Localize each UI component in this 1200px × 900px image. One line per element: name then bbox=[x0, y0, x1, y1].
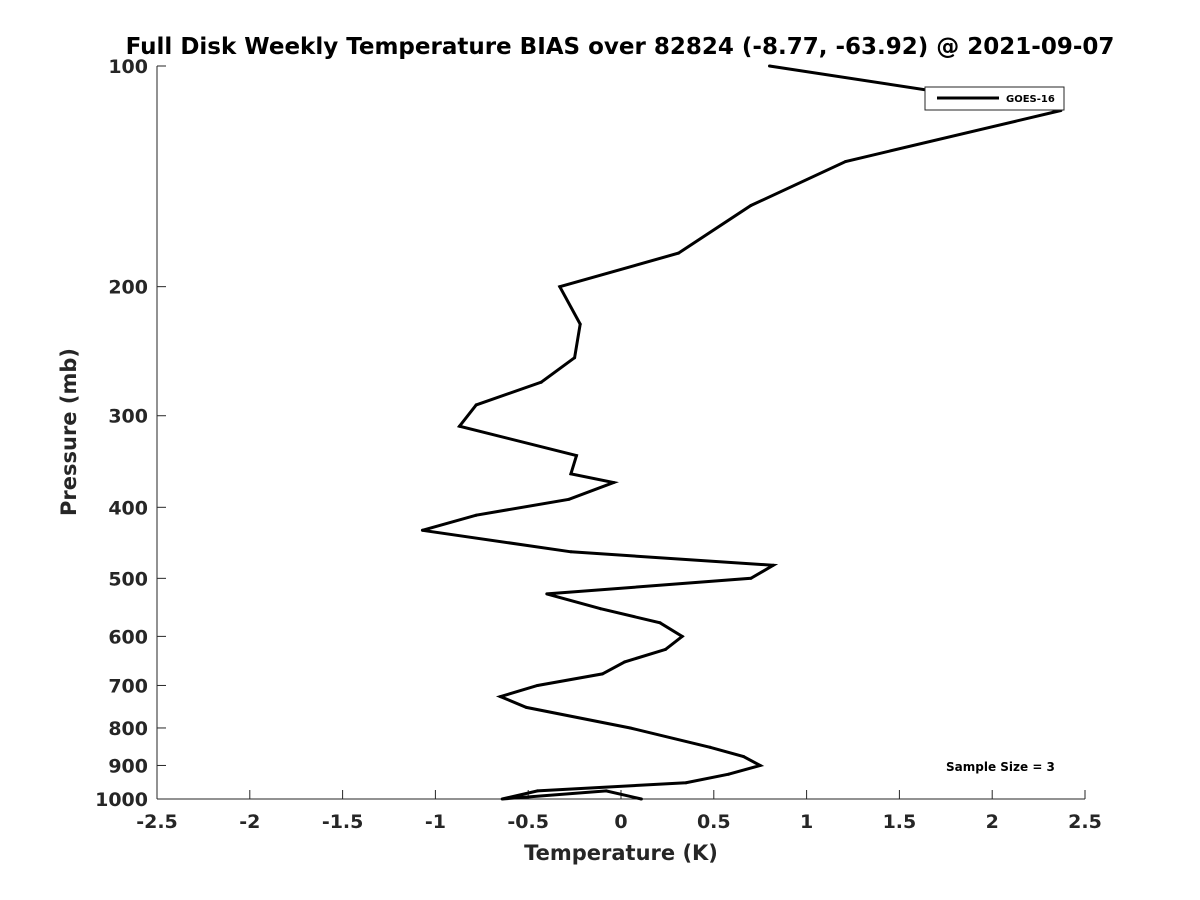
y-axis-ticks: 100 200 300 400 500 600 700 800 900 1000 bbox=[95, 56, 166, 811]
y-tick-label: 900 bbox=[108, 755, 148, 777]
y-tick-label: 1000 bbox=[95, 789, 148, 811]
data-point bbox=[658, 621, 662, 625]
legend-label: GOES-16 bbox=[1006, 94, 1055, 105]
x-tick-label: 0.5 bbox=[697, 811, 731, 833]
x-axis-label: Temperature (K) bbox=[524, 841, 718, 865]
data-point bbox=[600, 672, 604, 676]
data-point bbox=[623, 660, 627, 664]
x-tick-label: -1 bbox=[425, 811, 446, 833]
x-tick-label: -2 bbox=[239, 811, 260, 833]
data-point bbox=[604, 789, 608, 793]
data-point bbox=[474, 513, 478, 517]
data-point bbox=[599, 607, 603, 611]
data-point bbox=[575, 454, 578, 458]
data-point bbox=[569, 550, 573, 554]
data-point bbox=[684, 781, 688, 785]
x-axis-ticks: -2.5 -2 -1.5 -1 -0.5 0 0.5 1 1.5 2 2.5 bbox=[136, 790, 1102, 833]
y-tick-label: 100 bbox=[108, 56, 148, 78]
data-point bbox=[420, 528, 424, 532]
y-axis-label: Pressure (mb) bbox=[57, 348, 81, 516]
data-point bbox=[749, 204, 753, 207]
data-point bbox=[742, 755, 745, 758]
y-tick-label: 400 bbox=[108, 497, 148, 519]
data-point bbox=[680, 634, 684, 638]
data-point bbox=[498, 695, 502, 699]
data-point bbox=[536, 684, 539, 687]
data-point bbox=[727, 772, 731, 776]
chart-title: Full Disk Weekly Temperature BIAS over 8… bbox=[126, 34, 1115, 60]
y-tick-label: 300 bbox=[108, 406, 148, 428]
data-point bbox=[558, 285, 562, 289]
data-point bbox=[539, 380, 543, 384]
y-tick-label: 700 bbox=[108, 675, 148, 697]
data-point bbox=[573, 356, 577, 360]
series-layer bbox=[420, 64, 1063, 801]
data-point bbox=[628, 726, 632, 730]
y-tick-label: 500 bbox=[108, 568, 148, 590]
y-tick-label: 800 bbox=[108, 718, 148, 740]
x-tick-label: -2.5 bbox=[136, 811, 178, 833]
x-tick-label: 2.5 bbox=[1068, 811, 1102, 833]
plot-area: -2.5 -2 -1.5 -1 -0.5 0 0.5 1 1.5 2 2.5 100 200 300 40… bbox=[95, 56, 1102, 833]
data-point bbox=[639, 797, 643, 801]
data-point bbox=[474, 403, 478, 407]
data-point bbox=[536, 789, 539, 793]
data-point bbox=[771, 563, 775, 567]
x-tick-label: 1 bbox=[800, 811, 813, 833]
x-tick-label: -1.5 bbox=[322, 811, 364, 833]
data-point bbox=[844, 160, 848, 163]
data-point bbox=[749, 576, 753, 580]
x-tick-label: 0 bbox=[614, 811, 627, 833]
data-point bbox=[545, 592, 549, 596]
data-point bbox=[458, 424, 461, 428]
data-point bbox=[569, 472, 573, 476]
sample-size-annotation: Sample Size = 3 bbox=[946, 760, 1055, 774]
x-tick-label: 1.5 bbox=[883, 811, 917, 833]
y-tick-label: 200 bbox=[108, 277, 148, 299]
data-point bbox=[664, 647, 667, 651]
data-point bbox=[677, 251, 680, 255]
data-point bbox=[567, 497, 571, 501]
data-point bbox=[708, 745, 712, 749]
data-point bbox=[578, 322, 582, 326]
x-tick-label: 2 bbox=[986, 811, 999, 833]
y-tick-label: 600 bbox=[108, 626, 148, 648]
legend: GOES-16 bbox=[924, 86, 1065, 111]
data-point bbox=[500, 797, 504, 801]
series-line-goes-16 bbox=[421, 64, 1062, 801]
data-point bbox=[768, 64, 771, 68]
x-tick-label: -0.5 bbox=[507, 811, 549, 833]
data-point bbox=[524, 705, 528, 709]
data-point bbox=[612, 481, 616, 484]
data-point bbox=[758, 764, 762, 767]
